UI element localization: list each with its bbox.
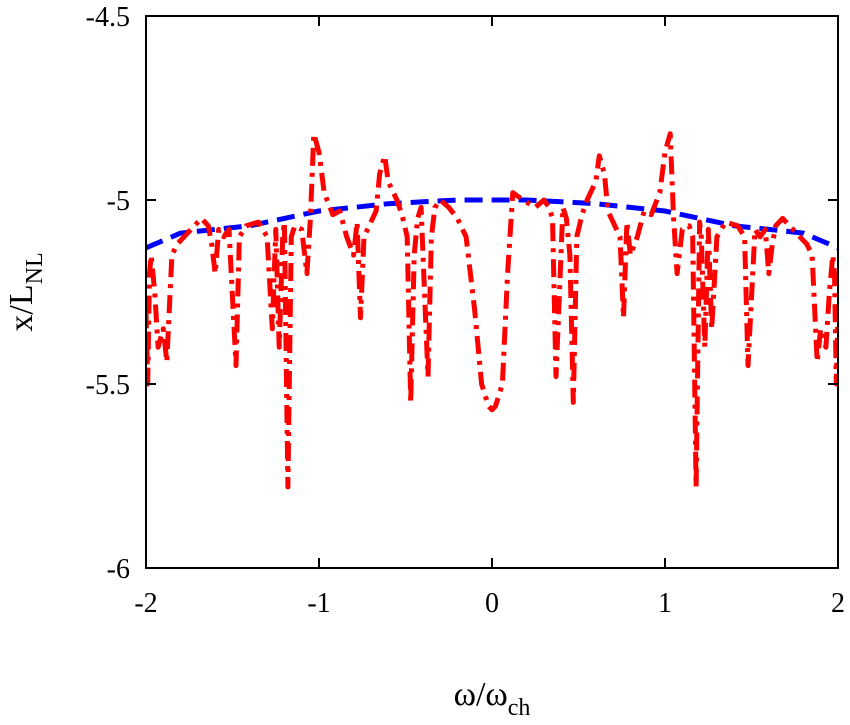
y-axis-label-main: x/L [3, 284, 40, 331]
x-tick-label: -1 [307, 588, 330, 619]
x-axis-label-sub: ch [508, 695, 531, 721]
x-tick-label: 0 [485, 588, 499, 619]
x-axis-label-main: ω/ω [454, 676, 508, 713]
series-line-1 [146, 197, 838, 251]
plot-frame [145, 15, 839, 569]
y-axis-label-sub: NL [22, 252, 48, 284]
tick-layer: -2 -1 0 1 2 -6 -5.5 -5 -4.5 [86, 2, 845, 619]
x-axis-label: ω/ωch [454, 676, 531, 721]
x-tick-label: 2 [831, 588, 845, 619]
x-tick-label: -2 [134, 588, 157, 619]
y-tick-label: -6 [107, 554, 130, 585]
series-layer [146, 131, 838, 490]
y-axis-label: x/LNL [3, 252, 48, 331]
x-tick-label: 1 [658, 588, 672, 619]
y-tick-label: -5 [107, 186, 130, 217]
y-tick-label: -5.5 [86, 370, 130, 401]
series-line-2 [146, 131, 838, 490]
y-tick-label: -4.5 [86, 2, 130, 33]
